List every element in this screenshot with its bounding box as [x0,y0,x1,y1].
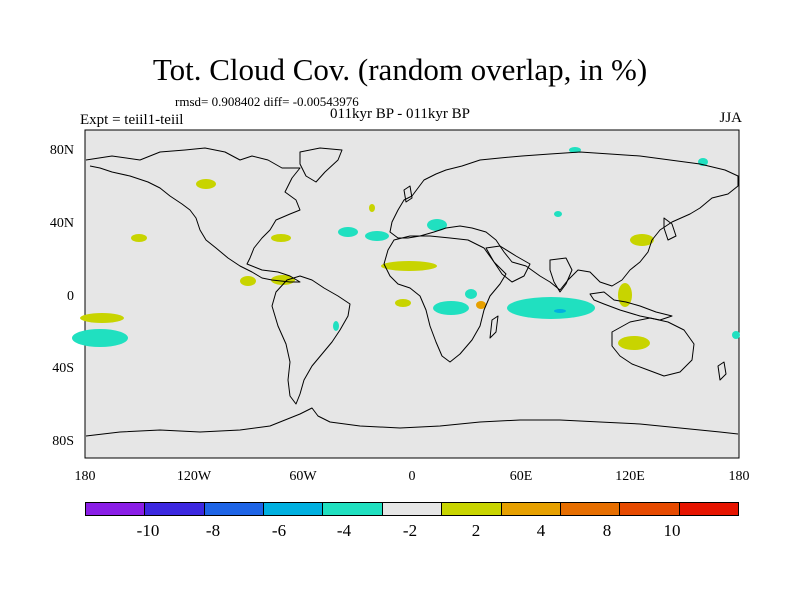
colorbar [85,502,739,516]
patch-neg [427,219,447,231]
patch-pos [618,336,650,350]
patch-neg [732,331,740,339]
coast-indonesia [589,291,673,321]
patch-neg [554,309,566,313]
lon-label: 180 [74,469,96,484]
coast-madagascar [489,315,499,339]
colorbar-swatch-6 [442,503,502,515]
patch-neg [72,329,128,347]
lon-label: 180 [728,469,750,484]
coast-africa [383,235,507,363]
period-label: 011kyr BP - 011kyr BP [330,106,471,122]
lon-label: 60W [289,469,317,484]
coast-north-america [85,147,301,283]
coast-greenland [299,147,343,183]
map-frame [84,129,740,459]
colorbar-swatch-9 [620,503,680,515]
lat-label: 40S [52,361,74,376]
coast-australia [611,317,695,377]
coast-japan [663,217,677,241]
colorbar-swatch-4 [323,503,383,515]
season-label: JJA [719,110,742,126]
colorbar-label: 10 [663,521,681,540]
patch-neg [465,289,477,299]
coast-india [549,257,573,293]
map-title: Tot. Cloud Cov. (random overlap, in %) [152,52,648,87]
patch-neg [338,227,358,237]
coast-uk [403,185,413,203]
stats-line: rmsd= 0.908402 diff= -0.00543976 [175,94,359,109]
lon-label: 120W [176,469,212,484]
patch-pos [395,299,411,307]
patch-pos [369,204,375,212]
colorbar-label: -6 [271,521,287,540]
patch-pos [131,234,147,242]
colorbar-swatch-10 [679,503,738,515]
lat-label: 0 [67,289,74,304]
coastlines [85,147,739,437]
patch-pos [240,276,256,286]
patch-neg [433,301,469,315]
colorbar-swatch-8 [560,503,621,515]
lat-label: 80S [52,434,74,449]
coast-arabia [485,245,531,283]
lon-label: 120E [615,469,645,484]
patch-pos [271,234,291,242]
anomaly-patches [72,147,740,350]
colorbar-swatch-7 [501,503,561,515]
patch-pos [196,179,216,189]
patch-pos [476,301,486,309]
coast-south-america [271,275,351,405]
lon-label: 0 [408,469,416,484]
patch-neg [569,147,581,153]
lat-label: 40N [49,216,74,231]
coast-eurasia [389,151,739,291]
lat-label: 80N [49,143,74,158]
patch-neg [333,321,339,331]
colorbar-swatch-1 [145,503,205,515]
patch-neg [365,231,389,241]
colorbar-swatch-0 [86,503,146,515]
patch-neg [507,297,595,319]
patch-neg [554,211,562,217]
colorbar-label: -4 [336,521,352,540]
colorbar-swatch-2 [204,503,265,515]
coast-antarctica [85,407,739,437]
experiment-label: Expt = teiil1-teiil [80,112,184,128]
colorbar-label: 8 [602,521,612,540]
coast-new-zealand [717,361,727,381]
colorbar-label: -2 [402,521,418,540]
colorbar-label: -10 [136,521,160,540]
patch-pos [271,275,295,285]
lon-label: 60E [509,469,533,484]
patch-pos [381,261,437,271]
patch-pos [630,234,654,246]
patch-pos [80,313,124,323]
colorbar-label: -8 [205,521,221,540]
colorbar-swatch-5 [382,503,443,515]
colorbar-label: 4 [536,521,546,540]
colorbar-swatch-3 [264,503,324,515]
colorbar-label: 2 [471,521,481,540]
